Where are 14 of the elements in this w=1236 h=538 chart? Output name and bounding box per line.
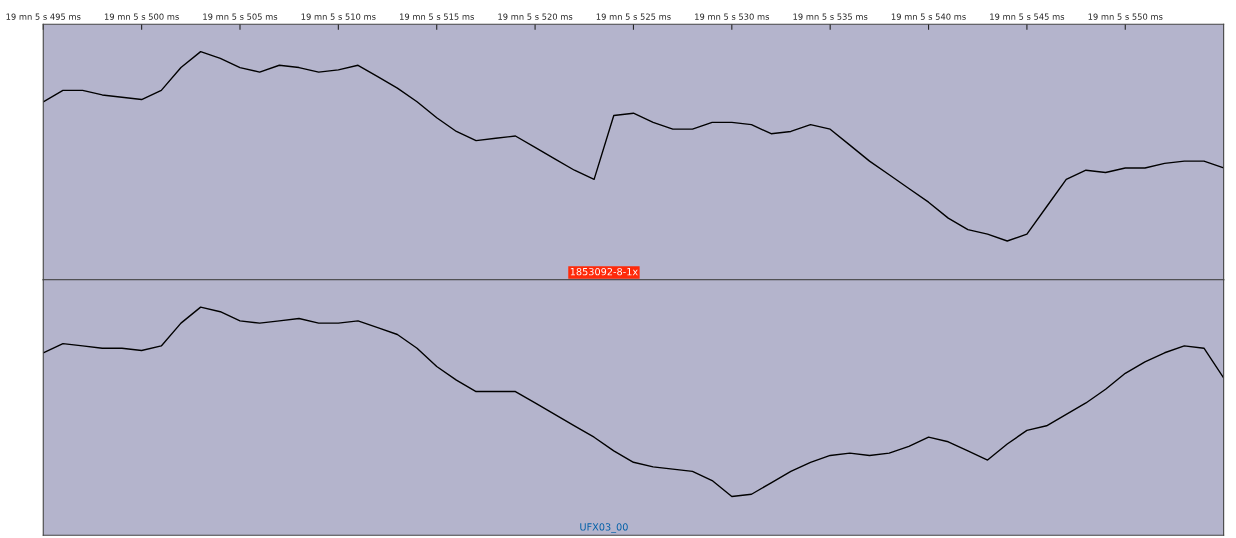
annotation: 1853092-8-1x (570, 267, 638, 276)
x-tick-label: 19 mn 5 s 520 ms (498, 13, 573, 20)
x-tick-label: 19 mn 5 s 510 ms (301, 13, 376, 20)
x-tick-label: 19 mn 5 s 550 ms (1088, 13, 1163, 20)
x-tick-label: 19 mn 5 s 515 ms (400, 13, 474, 20)
x-tick-label: 19 mn 5 s 505 ms (203, 13, 278, 20)
x-tick-label: 19 mn 5 s 530 ms (695, 13, 770, 20)
x-tick-label: 19 mn 5 s 535 ms (793, 13, 868, 20)
x-tick-label: 19 mn 5 s 525 ms (596, 13, 671, 20)
x-tick-label: 19 mn 5 s 500 ms (104, 13, 179, 20)
x-tick-label: 19 mn 5 s 540 ms (891, 13, 966, 20)
x-tick-label: 19 mn 5 s 495 ms (6, 13, 81, 20)
x-tick-label: 19 mn 5 s 545 ms (990, 13, 1065, 20)
annotation: UFX03_00 (580, 523, 628, 533)
